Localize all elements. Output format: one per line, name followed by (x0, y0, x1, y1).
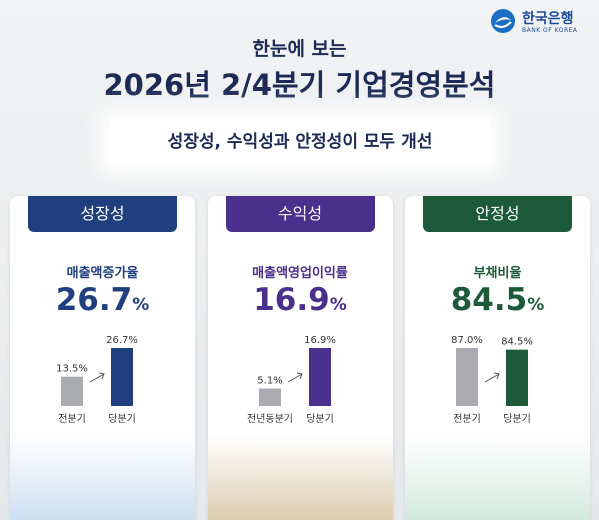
bar-category-label: 전분기 (453, 413, 481, 425)
headline-value: 26.7 (55, 282, 133, 318)
card: 수익성 매출액영업이익률 16.9% 5.1% 전년동분기 16.9% 당분기 (207, 196, 393, 520)
headline-unit: % (132, 295, 150, 315)
bar (61, 376, 83, 406)
card: 안정성 부채비율 84.5% 87.0% 전분기 84.5% 당분기 (405, 196, 590, 520)
card-tab: 수익성 (225, 196, 375, 232)
decoration (405, 436, 590, 520)
bar-value-label: 84.5% (501, 337, 533, 348)
banner: 성장성, 수익성과 안정성이 모두 개선 (110, 120, 490, 164)
mini-chart: 87.0% 전분기 84.5% 당분기 (451, 335, 533, 425)
bar (258, 388, 281, 406)
headline-value: 84.5 (450, 282, 528, 318)
arrow (89, 372, 105, 383)
headline-unit: % (329, 295, 347, 315)
bar-value-label: 16.9% (304, 335, 336, 346)
card: 성장성 매출액증가율 26.7% 13.5% 전분기 26.7% 당분기 (10, 196, 195, 520)
metric-label: 부채비율 (473, 266, 522, 281)
title: 2026년 2/4분기 기업경영분석 (103, 68, 496, 102)
bar (308, 348, 331, 406)
headline-unit: % (527, 295, 545, 315)
bar-value-label: 26.7% (106, 335, 138, 346)
headline: 26.7% (10, 282, 195, 318)
bar-value-label: 13.5% (56, 364, 88, 375)
bar-category-label: 당분기 (503, 413, 531, 425)
card-tab: 안정성 (423, 196, 572, 232)
card-tab: 성장성 (28, 196, 177, 232)
logo-mark (491, 9, 515, 33)
headline: 16.9% (208, 282, 393, 318)
decoration (10, 436, 195, 520)
bar (456, 348, 478, 406)
bar-value-label: 87.0% (451, 335, 483, 346)
bar (111, 348, 133, 406)
bar (506, 349, 528, 406)
bar-value-label: 5.1% (257, 375, 282, 386)
metric-label: 매출액영업이익률 (252, 266, 348, 281)
bar-category-label: 전년동분기 (247, 413, 293, 425)
logo-korean: 한국은행 (522, 11, 574, 27)
metric-label: 매출액증가율 (66, 266, 139, 281)
arrow (287, 372, 303, 383)
mini-chart: 5.1% 전년동분기 16.9% 당분기 (247, 335, 336, 425)
bar-category-label: 당분기 (108, 413, 136, 425)
headline-value: 16.9 (253, 282, 330, 318)
bar-category-label: 당분기 (306, 413, 334, 425)
bar-category-label: 전분기 (58, 413, 86, 425)
logo-english: BANK OF KOREA (522, 27, 578, 34)
mini-chart: 13.5% 전분기 26.7% 당분기 (56, 335, 138, 425)
headline: 84.5% (405, 282, 590, 318)
decoration (207, 436, 393, 520)
subtitle: 한눈에 보는 (252, 38, 347, 60)
logo: 한국은행 BANK OF KOREA (490, 8, 590, 38)
arrow (484, 372, 500, 383)
